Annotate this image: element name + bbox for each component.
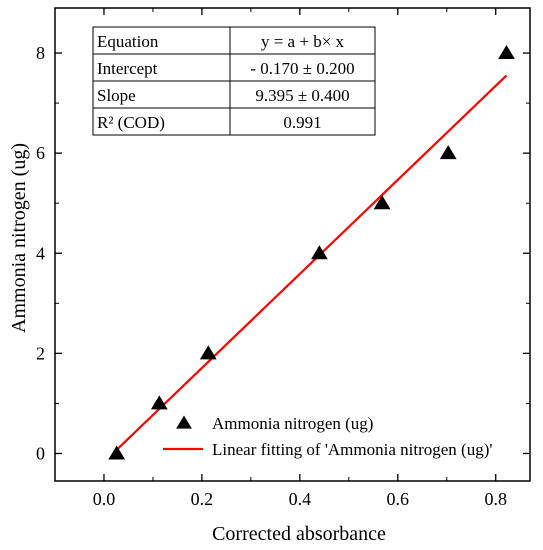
fit-line <box>115 74 508 451</box>
legend-label-fit: Linear fitting of 'Ammonia nitrogen (ug)… <box>212 440 492 459</box>
data-point <box>498 45 515 60</box>
data-point <box>311 245 328 260</box>
y-tick-label: 2 <box>36 343 45 363</box>
table-cell-value: 0.991 <box>283 113 321 132</box>
data-point <box>439 145 457 160</box>
data-point <box>108 445 126 460</box>
x-tick-label: 0.0 <box>93 489 116 509</box>
table-cell-value: - 0.170 ± 0.200 <box>250 59 354 78</box>
plot-frame <box>54 7 531 482</box>
legend-marker-points <box>176 415 192 429</box>
x-tick-label: 0.8 <box>484 489 507 509</box>
table-cell-value: y = a + b× x <box>261 32 345 51</box>
y-axis-label: Ammonia nitrogen (ug) <box>8 143 30 333</box>
fit-line-layer <box>115 74 508 451</box>
legend: Ammonia nitrogen (ug) Linear fitting of '… <box>163 414 492 459</box>
y-tick-label: 6 <box>36 143 45 163</box>
y-tick-label: 0 <box>36 443 45 463</box>
data-point <box>150 395 168 410</box>
table-cell-value: 9.395 ± 0.400 <box>255 86 349 105</box>
fit-parameter-table: Equation y = a + b× x Intercept - 0.170 ± 0… <box>92 26 376 136</box>
x-tick-label: 0.2 <box>191 489 214 509</box>
x-axis-label: Corrected absorbance <box>212 523 386 545</box>
table-cell-label: Slope <box>97 86 136 105</box>
y-tick-label: 8 <box>36 43 45 63</box>
axes: 0.0 0.2 0.4 0.6 0.8 0 2 4 6 8 <box>36 7 531 509</box>
x-tick-label: 0.6 <box>387 489 410 509</box>
data-point <box>199 345 217 360</box>
y-tick-label: 4 <box>36 243 45 263</box>
data-points <box>108 45 515 460</box>
x-tick-label: 0.4 <box>289 489 312 509</box>
table-cell-label: Intercept <box>97 59 158 78</box>
data-point <box>373 195 391 210</box>
table-cell-label: Equation <box>97 32 159 51</box>
legend-label-points: Ammonia nitrogen (ug) <box>212 414 373 433</box>
table-cell-label: R² (COD) <box>97 113 165 132</box>
